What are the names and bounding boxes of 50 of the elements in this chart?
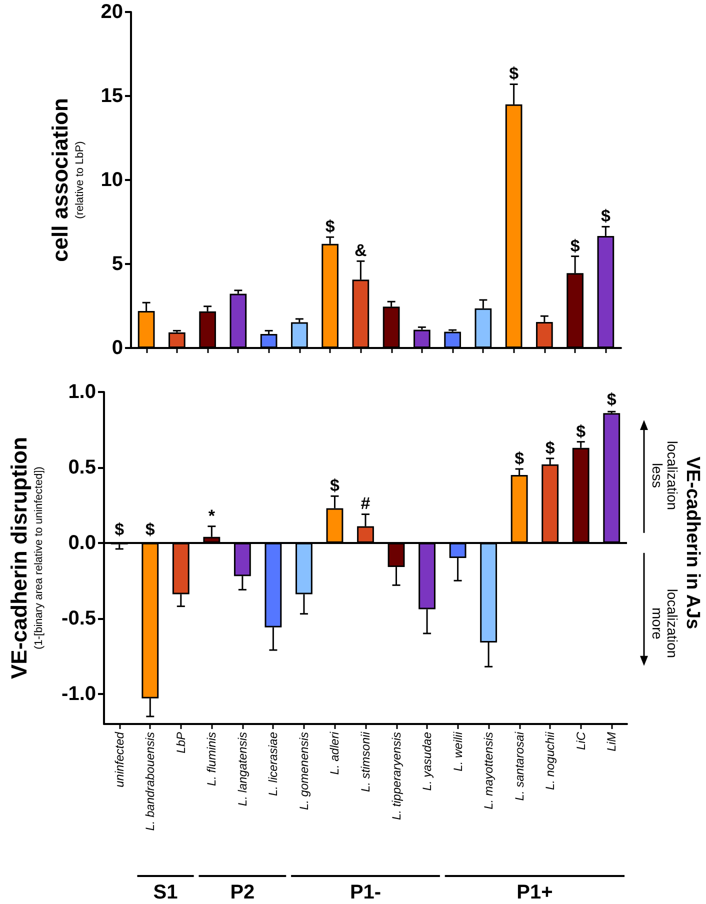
y-tick-label: -1.0 [62, 682, 96, 705]
annotation: $ [545, 438, 556, 458]
text: P2 [230, 881, 255, 904]
x-tick-label: L. tipperaryensis [389, 732, 404, 820]
x-tick-label: L. mayottensis [482, 732, 496, 810]
y-tick-label: 0 [112, 337, 123, 359]
text: P1- [350, 881, 382, 904]
x-tick-label: L. santarosai [512, 732, 526, 801]
y-tick-label: 0.5 [68, 456, 96, 478]
annotation: $ [576, 422, 586, 441]
y-tick-label: 20 [100, 1, 123, 23]
y2-axis-title: VE-cadherin in AJs [682, 456, 703, 630]
annotation: $ [606, 390, 617, 410]
x-tick-label: L. yasudae [420, 732, 434, 791]
y-tick-label: 0.0 [68, 532, 96, 554]
y-tick-label: 10 [100, 169, 123, 191]
text: P1+ [516, 881, 553, 904]
annotation: $ [509, 64, 520, 84]
y-tick-label: 15 [100, 85, 123, 107]
x-tick-label: LbP [174, 732, 188, 754]
annotation: $ [514, 448, 525, 468]
x-tick-label: L. licerasiae [266, 732, 280, 796]
x-tick-label: L. fluminis [204, 732, 219, 786]
annotation: $ [114, 520, 125, 539]
x-tick-label: L. bandrabouensis [143, 732, 158, 831]
x-tick-label: uninfected [112, 732, 126, 788]
x-tick-label: L. langatensis [235, 732, 250, 806]
annotation: $ [145, 520, 156, 539]
annotation: $ [570, 236, 580, 256]
annotation: & [354, 241, 367, 260]
x-tick-label: L. noguchii [543, 732, 558, 790]
x-tick-label: L. weilii [450, 732, 465, 772]
y-tick-label: 1.0 [68, 381, 96, 403]
annotation: * [208, 506, 216, 526]
annotation: $ [600, 206, 611, 226]
y-tick-label: -0.5 [62, 607, 96, 630]
text: more localization [649, 588, 680, 658]
x-tick-label: L. adleri [328, 732, 342, 775]
x-tick-label: L. stimsonii [358, 732, 372, 792]
text: less localization [649, 440, 680, 510]
annotation: $ [325, 217, 336, 236]
y-tick-label: 5 [112, 253, 123, 275]
x-tick-label: LiM [604, 732, 619, 752]
x-tick-label: LiC [574, 732, 588, 750]
y-axis-title: VE-cadherin disruption (1-[binary area relative to uninfected]) [6, 436, 45, 680]
y-axis-title: cell association (relative to LbP) [48, 98, 86, 262]
annotation: # [360, 494, 371, 514]
x-tick-label: L. gomenensis [296, 732, 311, 810]
annotation: $ [330, 476, 340, 496]
text: S1 [153, 881, 178, 904]
